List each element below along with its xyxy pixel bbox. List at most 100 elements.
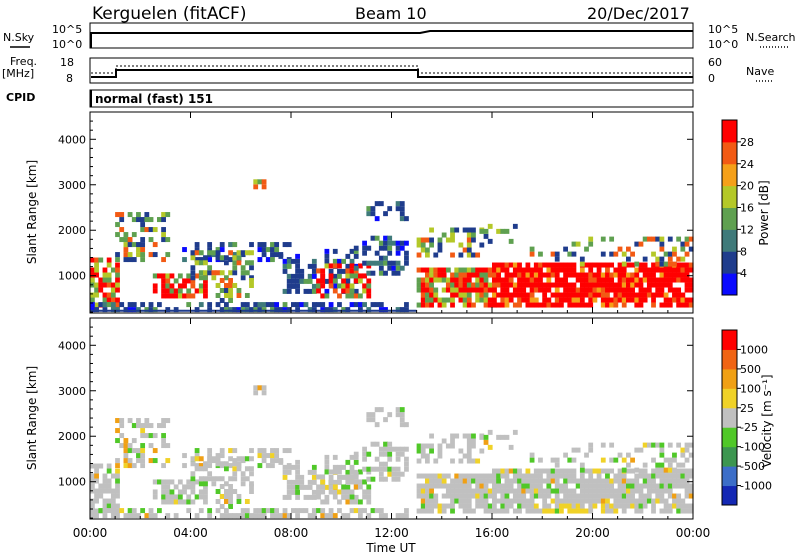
velocity-echo-cell [219,453,225,459]
power-echo-cell [655,236,661,242]
velocity-echo-cell [466,443,472,449]
power-echo-cell [642,262,648,268]
velocity-echo-cell [651,442,656,448]
power-echo-cell [362,283,367,289]
velocity-echo-cell [374,441,380,447]
velocity-echo-cell [437,483,443,489]
velocity-echo-cell [504,503,510,509]
velocity-echo-cell [311,464,317,470]
velocity-echo-cell [684,478,690,484]
power-echo-cell [433,277,439,283]
velocity-echo-cell [353,454,359,460]
power-echo-cell [387,250,393,256]
velocity-echo-cell [517,498,522,504]
velocity-echo-cell [136,513,141,519]
power-echo-cell [450,297,455,303]
power-echo-cell [609,297,615,303]
velocity-echo-cell [538,493,543,499]
velocity-echo-cell [165,479,171,485]
velocity-echo-cell [311,508,317,514]
power-echo-cell [332,248,338,254]
velocity-echo-cell [471,508,476,514]
power-echo-cell [605,282,610,288]
velocity-echo-cell [667,462,673,468]
freq-tick-top: 18 [60,56,74,69]
velocity-echo-cell [157,479,162,485]
power-echo-cell [299,302,305,308]
velocity-echo-cell [517,478,522,484]
velocity-echo-cell [332,464,338,470]
velocity-echo-cell [102,473,108,479]
velocity-echo-cell [521,478,527,484]
power-echo-cell [291,278,296,284]
power-echo-cell [307,273,313,279]
power-echo-cell [286,242,292,248]
power-echo-cell [324,248,330,254]
power-echo-cell [291,273,296,279]
power-echo-cell [579,302,585,308]
power-colorbar-tick-label: 16 [740,202,754,215]
velocity-echo-cell [123,458,129,464]
velocity-echo-cell [559,468,564,474]
power-echo-cell [676,302,682,308]
power-echo-cell [471,252,476,258]
power-y-label: Slant Range [km] [25,160,39,264]
power-echo-cell [479,292,485,298]
velocity-echo-cell [458,473,464,479]
power-echo-cell [475,287,481,293]
velocity-echo-cell [655,442,661,448]
power-echo-cell [244,307,250,313]
velocity-echo-cell [672,503,677,509]
velocity-echo-cell [106,508,112,514]
velocity-echo-cell [249,448,254,454]
velocity-echo-cell [207,456,213,462]
power-echo-cell [90,292,95,298]
power-echo-cell [504,287,510,293]
power-echo-cell [621,277,627,283]
power-echo-cell [659,256,665,262]
velocity-echo-cell [634,467,640,473]
velocity-echo-cell [546,468,552,474]
velocity-echo-cell [684,503,690,509]
power-echo-cell [655,256,661,262]
power-echo-cell [642,292,648,298]
power-echo-cell [626,272,631,278]
velocity-echo-cell [349,469,355,475]
velocity-echo-cell [500,468,506,474]
velocity-echo-cell [479,483,485,489]
power-echo-cell [190,270,196,276]
power-echo-cell [492,297,497,303]
velocity-echo-cell [295,479,300,485]
velocity-echo-cell [579,498,585,504]
power-echo-cell [458,272,464,278]
power-echo-cell [316,268,321,274]
velocity-echo-cell [236,513,242,519]
power-echo-cell [667,267,673,273]
power-echo-cell [642,297,648,303]
power-echo-cell [224,255,229,261]
velocity-echo-cell [395,513,401,519]
velocity-echo-cell [642,468,648,474]
power-echo-cell [466,282,472,288]
velocity-echo-cell [638,488,644,494]
power-echo-cell [131,217,137,223]
power-echo-cell [127,252,133,258]
velocity-echo-cell [617,493,623,499]
power-echo-cell [642,236,648,242]
velocity-echo-cell [538,468,543,474]
power-echo-cell [613,297,619,303]
velocity-echo-cell [441,438,447,444]
velocity-echo-cell [98,488,104,494]
velocity-echo-cell [404,508,409,514]
velocity-echo-cell [542,498,548,504]
velocity-echo-cell [512,478,518,484]
velocity-echo-cell [517,508,522,514]
velocity-echo-cell [244,513,250,519]
power-echo-cell [228,250,233,256]
power-echo-cell [186,293,192,299]
velocity-colorbar-swatch [722,427,737,448]
velocity-colorbar-tick-label: -1000 [740,480,772,493]
power-echo-cell [508,262,514,268]
power-echo-cell [169,293,175,299]
velocity-echo-cell [332,484,338,490]
